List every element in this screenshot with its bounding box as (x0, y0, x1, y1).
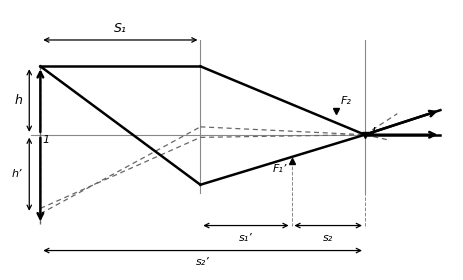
Text: F₂: F₂ (340, 96, 351, 106)
Text: s₂: s₂ (323, 234, 333, 243)
Text: S₁: S₁ (114, 22, 127, 35)
Text: I: I (371, 126, 375, 139)
Text: s₁’: s₁’ (239, 234, 253, 243)
Text: F₁’: F₁’ (273, 164, 287, 174)
Text: s₂’: s₂’ (196, 257, 209, 267)
Text: h: h (15, 94, 23, 107)
Text: h’: h’ (12, 169, 23, 179)
Text: 1: 1 (43, 135, 50, 145)
